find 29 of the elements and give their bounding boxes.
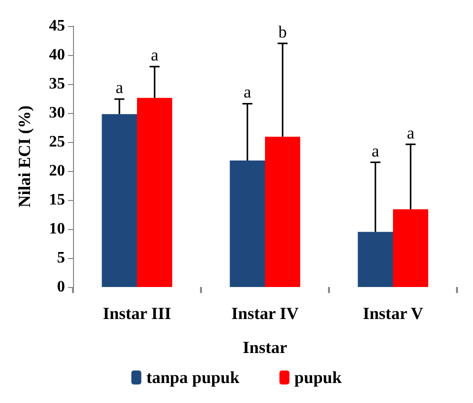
annotation: b [278,22,287,42]
x-axis-title: Instar [242,338,288,357]
bar [102,114,137,287]
y-tick-label: 5 [57,250,65,266]
bar [230,160,265,287]
legend-label: tanpa pupuk [146,368,240,387]
x-tick-label: Instar IV [231,304,300,323]
x-tick-label: Instar III [102,304,172,323]
x-tick-label: Instar V [362,304,424,323]
annotation: a [116,78,124,98]
y-tick-label: 45 [49,18,65,34]
annotation: a [244,82,252,102]
y-tick-label: 35 [49,76,65,92]
y-tick-label: 10 [49,220,65,238]
y-tick-label: 0 [57,278,65,296]
y-tick-label: 30 [49,104,65,122]
bar [393,209,428,287]
bar [358,232,393,287]
y-tick-label: 25 [49,134,65,150]
annotation: a [372,141,380,160]
y-tick-label: 20 [49,162,65,180]
y-tick-label: 40 [49,46,65,64]
y-tick-label: 15 [49,192,65,208]
bar [265,136,300,287]
legend-label: pupuk [294,368,342,387]
y-axis-title: Nilai ECI (%) [15,106,34,208]
bar [137,98,172,287]
annotation: a [150,46,159,65]
annotation: a [406,123,415,142]
